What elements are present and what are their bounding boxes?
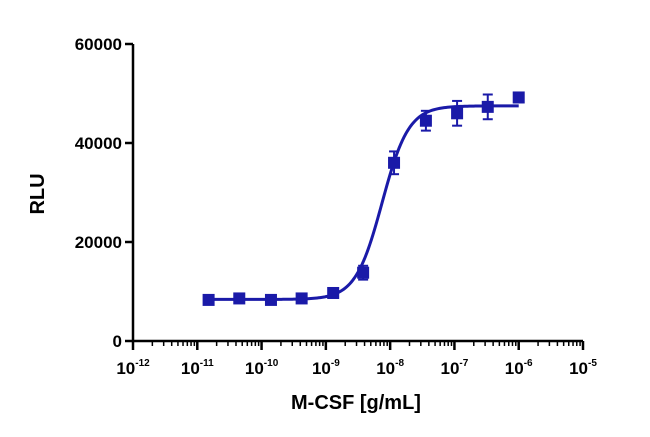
- fit-curve: [208, 104, 519, 301]
- x-tick-label: 10-11: [181, 358, 214, 378]
- point-marker: [388, 156, 401, 169]
- point-marker: [264, 293, 277, 306]
- data-point: [202, 293, 215, 306]
- y-tick-label: 20000: [75, 233, 122, 252]
- x-tick-label: 10-9: [312, 358, 340, 378]
- point-marker: [419, 114, 432, 127]
- data-point: [512, 91, 525, 104]
- x-tick-label: 10-8: [376, 358, 404, 378]
- point-marker: [295, 292, 308, 305]
- y-axis-title: RLU: [27, 173, 49, 214]
- x-tick-exponent: -12: [135, 358, 150, 369]
- x-tick-base: 10: [569, 359, 588, 378]
- data-point: [327, 286, 340, 299]
- point-marker: [327, 286, 340, 299]
- y-tick-label: 60000: [75, 35, 122, 54]
- x-axis-title: M-CSF [g/mL]: [291, 392, 421, 414]
- x-tick-base: 10: [312, 359, 331, 378]
- data-point: [481, 93, 494, 121]
- x-tick-base: 10: [505, 359, 524, 378]
- data-point: [419, 109, 432, 132]
- x-tick-label: 10-12: [116, 358, 150, 378]
- x-tick-exponent: -11: [200, 358, 214, 369]
- data-point: [357, 264, 370, 281]
- x-tick-exponent: -8: [395, 358, 404, 369]
- y-tick-label: 40000: [75, 134, 122, 153]
- data-point: [264, 293, 277, 306]
- x-tick-label: 10-10: [245, 358, 279, 378]
- x-tick-exponent: -7: [459, 358, 468, 369]
- data-point: [295, 292, 308, 305]
- point-marker: [512, 91, 525, 104]
- x-tick-exponent: -10: [264, 358, 279, 369]
- point-marker: [357, 266, 370, 279]
- data-points: [202, 91, 525, 306]
- x-tick-base: 10: [116, 359, 135, 378]
- x-tick-base: 10: [441, 359, 460, 378]
- point-marker: [451, 107, 464, 120]
- data-point: [233, 292, 246, 305]
- x-tick-base: 10: [181, 359, 200, 378]
- fit-curve-group: [208, 104, 519, 301]
- data-point: [388, 150, 401, 176]
- point-marker: [481, 100, 494, 113]
- data-point: [451, 99, 464, 127]
- point-marker: [233, 292, 246, 305]
- x-tick-base: 10: [376, 359, 395, 378]
- x-tick-label: 10-5: [569, 358, 597, 378]
- x-tick-label: 10-7: [441, 358, 469, 378]
- x-tick-label: 10-6: [505, 358, 533, 378]
- x-tick-exponent: -5: [588, 358, 597, 369]
- x-tick-base: 10: [245, 359, 264, 378]
- x-tick-exponent: -9: [331, 358, 340, 369]
- axes: [125, 42, 585, 350]
- y-tick-label: 0: [113, 332, 122, 351]
- x-tick-exponent: -6: [524, 358, 533, 369]
- point-marker: [202, 293, 215, 306]
